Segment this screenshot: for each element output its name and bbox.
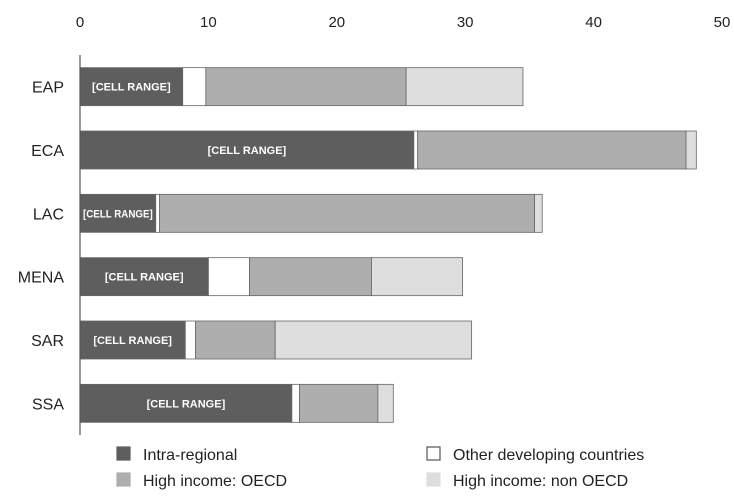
bar-segment (79, 383, 293, 423)
bar-segment (79, 67, 184, 107)
x-tick-label: 10 (200, 14, 217, 31)
legend-swatch (116, 446, 131, 461)
legend-label: High income: OECD (143, 473, 287, 490)
bar-segment (207, 257, 250, 297)
bar-segment (249, 257, 372, 297)
category-label: EAP (32, 80, 64, 97)
legend-label: High income: non OECD (453, 473, 628, 490)
bar-segment (417, 130, 687, 170)
data-label: [CELL RANGE] (83, 208, 153, 220)
bar-segment (291, 383, 300, 423)
x-tick-label: 50 (714, 14, 731, 31)
x-tick-label: 30 (457, 14, 474, 31)
bar-segment (377, 383, 394, 423)
x-tick-label: 40 (585, 14, 602, 31)
legend-label: Intra-regional (143, 447, 237, 464)
category-label: LAC (33, 206, 64, 223)
bar-segment (534, 193, 543, 233)
category-label: ECA (31, 143, 64, 160)
bar-segment (155, 193, 161, 233)
legend-label: Other developing countries (453, 447, 644, 464)
legend-swatch (116, 472, 131, 487)
legend: Intra-regional Other developing countries… (116, 446, 644, 490)
bar-segment (274, 320, 473, 360)
bar-segment (79, 257, 209, 297)
bar-segment (205, 67, 407, 107)
category-labels: EAP ECA LAC MENA SAR SSA (18, 80, 65, 414)
bar-segment (159, 193, 535, 233)
bar-segment (182, 67, 207, 107)
bar-segment (371, 257, 464, 297)
category-label: MENA (18, 270, 65, 287)
data-label: [CELL RANGE] (147, 398, 226, 410)
category-label: SAR (31, 333, 64, 350)
legend-swatch (426, 472, 441, 487)
x-axis-ticks: 0 10 20 30 40 50 (76, 14, 731, 31)
legend-swatch (426, 446, 441, 461)
bar-segment (405, 67, 524, 107)
category-label: SSA (32, 396, 64, 413)
x-tick-label: 20 (328, 14, 345, 31)
data-label: [CELL RANGE] (208, 145, 287, 157)
bar-segment (79, 130, 415, 170)
x-tick-label: 0 (76, 14, 84, 31)
bar-segment (195, 320, 276, 360)
data-label: [CELL RANGE] (105, 272, 184, 284)
bar-segment (685, 130, 697, 170)
bar-segment (79, 193, 157, 233)
bars: [CELL RANGE] [CELL RANGE] [CELL RANGE] [CEL… (79, 67, 697, 423)
bar-segment (79, 320, 186, 360)
data-label: [CELL RANGE] (92, 82, 171, 94)
data-label: [CELL RANGE] (93, 335, 172, 347)
bar-segment (413, 130, 419, 170)
bar-segment (184, 320, 196, 360)
bar-segment (299, 383, 379, 423)
